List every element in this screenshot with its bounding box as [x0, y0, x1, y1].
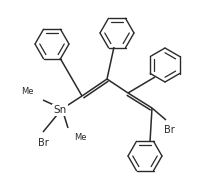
Text: Me: Me	[21, 87, 34, 96]
Text: Br: Br	[38, 138, 48, 148]
Text: Me: Me	[74, 133, 86, 142]
Text: Sn: Sn	[53, 105, 67, 115]
Text: Br: Br	[164, 125, 174, 135]
